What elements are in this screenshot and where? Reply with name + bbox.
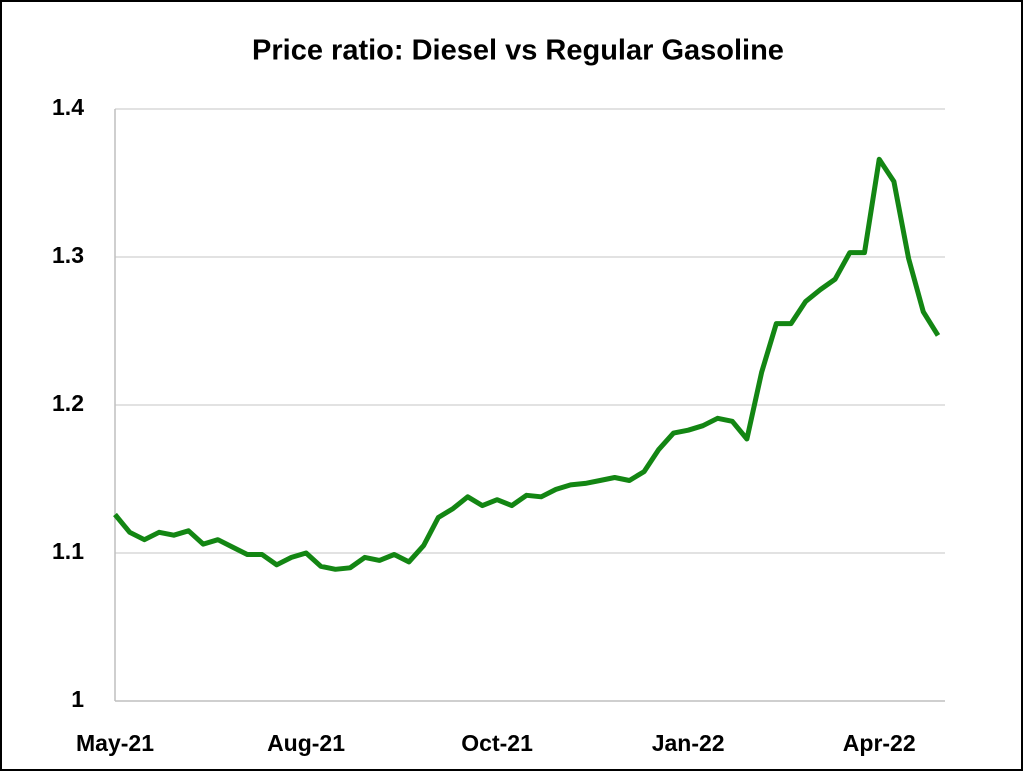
x-tick-label: Jan-22: [652, 730, 725, 756]
y-tick-label: 1.1: [52, 538, 84, 564]
x-tick-label: Aug-21: [267, 730, 345, 756]
y-tick-label: 1: [71, 686, 84, 712]
x-tick-label: Apr-22: [843, 730, 916, 756]
chart-title: Price ratio: Diesel vs Regular Gasoline: [252, 35, 784, 67]
y-tick-label: 1.4: [52, 94, 84, 120]
y-tick-label: 1.3: [52, 242, 84, 268]
x-tick-label: May-21: [76, 730, 154, 756]
x-tick-label: Oct-21: [461, 730, 533, 756]
line-series: [113, 156, 941, 572]
y-tick-label: 1.2: [52, 390, 84, 416]
